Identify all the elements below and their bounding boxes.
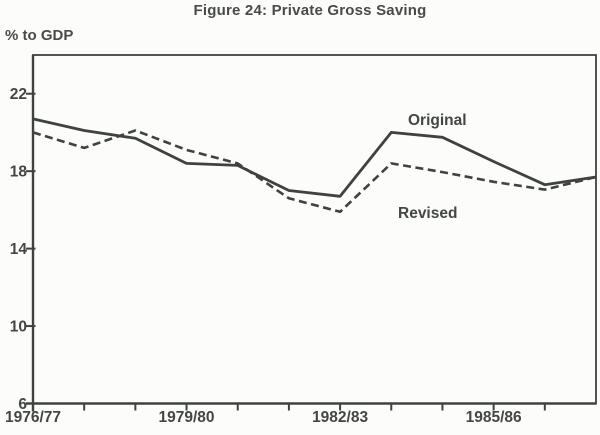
y-tick-label: 22 [10, 86, 27, 103]
x-tick-label: 1976/77 [5, 409, 61, 426]
x-axis-labels: 1976/77 1979/80 1982/83 1985/86 [5, 409, 522, 426]
plot-border [32, 54, 597, 405]
revised-series-label: Revised [398, 205, 457, 222]
original-series-label: Original [408, 112, 467, 129]
x-tick-label: 1982/83 [312, 409, 368, 426]
y-axis-labels: 22 18 14 10 6 [10, 86, 28, 413]
original-line [32, 117, 597, 198]
x-tick-label: 1979/80 [159, 409, 215, 426]
y-axis-unit-label: % to GDP [5, 27, 74, 44]
revised-line [32, 129, 597, 214]
chart-title: Figure 24: Private Gross Saving [193, 2, 427, 19]
y-tick-label: 18 [10, 164, 28, 181]
y-tick-label: 14 [10, 241, 28, 258]
series-lines [32, 117, 597, 214]
x-axis-ticks [83, 403, 546, 411]
y-axis-ticks [26, 92, 36, 405]
y-tick-label: 6 [18, 396, 27, 413]
x-tick-label: 1985/86 [466, 409, 522, 426]
y-tick-label: 10 [10, 319, 27, 336]
